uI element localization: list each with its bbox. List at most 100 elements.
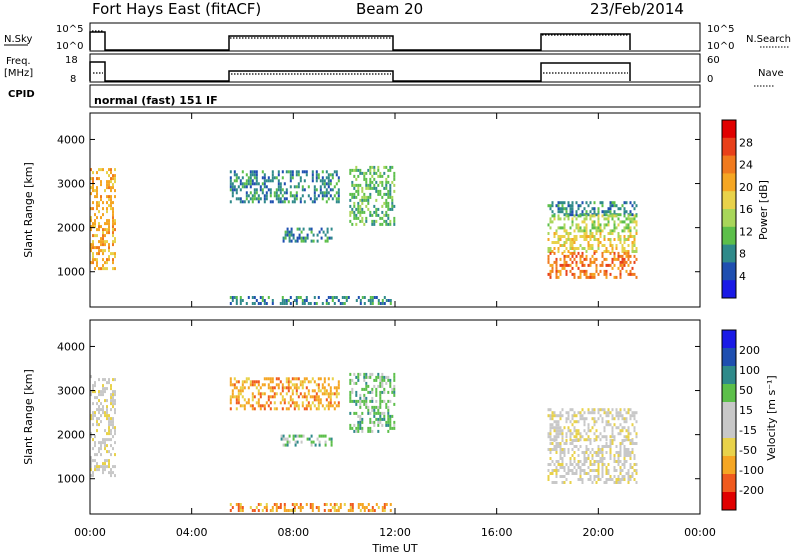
echo-cell — [549, 442, 552, 445]
echo-cell — [287, 200, 290, 204]
echo-cell — [585, 275, 588, 279]
echo-cell — [611, 204, 614, 208]
echo-cell — [325, 194, 328, 198]
echo-cell — [613, 481, 616, 484]
echo-cell — [609, 442, 612, 445]
echo-cell — [96, 420, 98, 424]
echo-cell — [363, 174, 366, 178]
echo-cell — [603, 226, 606, 230]
echo-cell — [289, 185, 292, 189]
echo-cell — [371, 180, 374, 184]
echo-cell — [108, 186, 110, 190]
colorbar-tick-label: -50 — [739, 444, 757, 457]
echo-cell — [371, 399, 374, 403]
echo-cell — [277, 182, 280, 186]
echo-cell — [102, 471, 104, 475]
echo-cell — [579, 460, 582, 463]
echo-cell — [377, 423, 380, 427]
echo-cell — [585, 445, 588, 448]
echo-cell — [329, 182, 332, 186]
echo-cell — [296, 434, 299, 438]
echo-cell — [387, 423, 390, 427]
echo-cell — [561, 460, 564, 463]
echo-cell — [349, 393, 352, 397]
echo-cell — [313, 404, 316, 408]
echo-cell — [297, 404, 300, 408]
echo-cell — [565, 435, 568, 439]
echo-cell — [333, 407, 336, 411]
echo-cell — [621, 439, 624, 442]
echo-cell — [341, 302, 344, 305]
echo-cell — [108, 231, 110, 235]
echo-cell — [243, 404, 246, 408]
echo-cell — [108, 450, 110, 454]
echo-cell — [569, 207, 572, 211]
echo-cell — [385, 165, 388, 169]
echo-cell — [587, 466, 590, 469]
echo-cell — [627, 451, 630, 454]
nave-right-tick-top: 60 — [707, 55, 720, 66]
echo-cell — [627, 263, 630, 267]
echo-cell — [381, 399, 384, 403]
echo-cell — [112, 399, 114, 403]
echo-cell — [573, 235, 576, 238]
echo-cell — [633, 454, 636, 457]
echo-cell — [575, 235, 578, 238]
echo-cell — [619, 260, 622, 264]
echo-cell — [631, 266, 634, 270]
echo-cell — [547, 414, 550, 418]
echo-cell — [286, 440, 289, 444]
echo-cell — [100, 243, 102, 247]
echo-cell — [383, 509, 386, 512]
echo-cell — [601, 263, 604, 267]
echo-cell — [611, 414, 614, 418]
echo-cell — [389, 509, 392, 512]
echo-cell — [567, 448, 570, 451]
echo-cell — [96, 195, 98, 199]
y-tick-label: 2000 — [57, 429, 85, 442]
echo-cell — [597, 472, 600, 475]
echo-cell — [627, 429, 630, 433]
echo-cell — [583, 217, 586, 221]
echo-cell — [375, 399, 378, 403]
echo-cell — [597, 229, 600, 233]
echo-cell — [631, 235, 634, 238]
y-tick-label: 3000 — [57, 178, 85, 191]
echo-cell — [589, 214, 592, 218]
echo-cell — [621, 426, 624, 430]
echo-cell — [102, 228, 104, 232]
echo-cell — [311, 377, 314, 381]
echo-cell — [102, 264, 104, 268]
echo-cell — [379, 405, 382, 409]
echo-cell — [235, 503, 238, 506]
echo-cell — [302, 239, 305, 243]
echo-cell — [621, 442, 624, 445]
echo-cell — [324, 440, 327, 444]
echo-cell — [571, 238, 574, 241]
echo-cell — [265, 197, 268, 201]
echo-cell — [389, 302, 392, 305]
echo-cell — [114, 429, 116, 433]
echo-cell — [302, 236, 305, 240]
echo-cell — [361, 219, 364, 223]
echo-cell — [581, 481, 584, 484]
echo-cell — [335, 182, 338, 186]
echo-cell — [349, 411, 352, 415]
echo-cell — [281, 398, 284, 402]
echo-cell — [357, 216, 360, 220]
freq-left-tick-bottom: 8 — [70, 74, 76, 85]
echo-cell — [623, 463, 626, 466]
echo-cell — [369, 390, 372, 394]
echo-cell — [383, 165, 386, 169]
echo-cell — [239, 506, 242, 509]
echo-cell — [567, 214, 570, 218]
echo-cell — [587, 244, 590, 247]
echo-cell — [567, 238, 570, 241]
echo-cell — [605, 217, 608, 221]
echo-cell — [379, 192, 382, 196]
echo-cell — [263, 176, 266, 180]
echo-cell — [363, 378, 366, 382]
echo-cell — [297, 386, 300, 390]
echo-cell — [306, 233, 309, 237]
echo-cell — [253, 407, 256, 411]
